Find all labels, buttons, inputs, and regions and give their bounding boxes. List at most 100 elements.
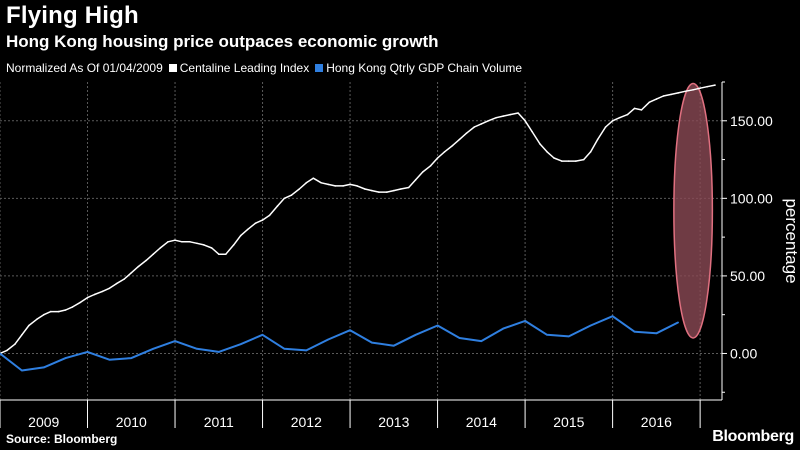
series-0-point-43 [312, 177, 315, 179]
chart-subtitle: Hong Kong housing price outpaces economi… [6, 32, 439, 51]
series-1-point-22 [480, 340, 483, 342]
series-0-point-21 [152, 253, 154, 255]
series-0-point-48 [349, 183, 351, 186]
series-0-point-66 [480, 123, 483, 125]
series-0-point-32 [232, 244, 235, 246]
series-0-point-33 [239, 234, 242, 237]
series-1-point-1 [21, 369, 23, 372]
series-0-point-55 [400, 188, 402, 190]
series-0-point-37 [268, 214, 271, 217]
series-1-point-11 [239, 343, 242, 346]
series-1-point-7 [152, 348, 154, 350]
series-0-point-73 [531, 130, 533, 133]
series-1-point-9 [196, 348, 198, 350]
series-0-point-23 [167, 241, 169, 243]
series-1-point-14 [305, 349, 308, 352]
series-0-point-2 [14, 343, 16, 346]
series-0-point-5 [36, 318, 38, 321]
series-1-point-19 [414, 334, 417, 336]
bloomberg-logo: Bloomberg [712, 428, 794, 445]
ytick-label-100: 100.00 [730, 190, 773, 206]
series-0-point-67 [487, 120, 490, 122]
series-0-point-44 [320, 182, 323, 184]
series-0-point-72 [524, 120, 526, 122]
series-0-point-18 [130, 272, 133, 274]
series-1-point-25 [546, 334, 548, 336]
series-1-point-17 [371, 341, 373, 344]
series-1-point-4 [86, 351, 89, 353]
series-0-point-92 [670, 93, 672, 96]
series-0-point-86 [626, 113, 629, 116]
series-1-point-6 [130, 357, 133, 359]
ytick-label-0: 0.00 [730, 345, 757, 361]
legend-label-centaline: Centaline Leading Index [179, 61, 310, 75]
series-0-point-19 [137, 265, 140, 268]
series-0-point-27 [196, 242, 198, 245]
series-0-point-84 [611, 120, 614, 122]
series-0-point-82 [596, 138, 599, 141]
series-0-point-59 [429, 165, 432, 167]
series-0-point-90 [655, 98, 658, 100]
series-0-point-68 [495, 116, 498, 119]
xtick-label-2012: 2012 [291, 414, 322, 430]
y-axis-label: percentage [782, 198, 800, 283]
xtick-label-2015: 2015 [553, 414, 584, 430]
series-0-point-94 [684, 90, 686, 93]
series-0-point-91 [662, 95, 665, 97]
series-0-point-30 [218, 253, 220, 255]
series-0-point-52 [378, 191, 380, 193]
series-line-0 [0, 84, 716, 355]
chart-title: Flying High [6, 2, 139, 29]
series-line-1 [0, 315, 679, 372]
series-0-point-65 [473, 126, 476, 128]
normalized-note: Normalized As Of 01/04/2009 [6, 61, 163, 75]
series-1-point-21 [458, 337, 461, 339]
series-0-point-13 [93, 293, 96, 296]
series-0-point-51 [371, 189, 373, 192]
series-0-point-88 [640, 109, 643, 111]
series-0-point-17 [123, 278, 126, 280]
series-1-point-5 [108, 358, 111, 361]
series-1-point-13 [283, 348, 286, 350]
series-1-point-0 [0, 352, 1, 355]
series-1-point-30 [655, 332, 658, 335]
series-0-point-53 [386, 191, 388, 193]
series-0-point-26 [189, 241, 191, 243]
series-0-point-81 [589, 151, 592, 153]
series-0-point-24 [174, 239, 176, 241]
series-1-point-31 [677, 321, 679, 324]
series-0-point-80 [582, 158, 585, 161]
xtick-label-2013: 2013 [378, 414, 409, 430]
series-0-point-77 [561, 160, 563, 162]
series-0-point-38 [276, 205, 279, 207]
series-0-point-54 [393, 189, 395, 192]
series-1-point-23 [502, 327, 505, 330]
series-1-point-27 [589, 324, 592, 327]
source-note: Source: Bloomberg [6, 432, 118, 446]
series-0-point-57 [414, 178, 417, 181]
series-0-point-79 [575, 160, 577, 162]
series-0-point-49 [356, 185, 358, 187]
legend: Normalized As Of 01/04/2009 Centaline Le… [6, 61, 522, 75]
series-0-point-78 [568, 160, 570, 162]
series-0-point-6 [43, 313, 45, 316]
series-0-point-1 [6, 349, 8, 352]
series-1-point-12 [261, 334, 264, 336]
xtick-label-2011: 2011 [204, 414, 234, 430]
series-0-point-46 [334, 185, 337, 187]
series-0-point-34 [246, 228, 249, 231]
highlight-layer [673, 82, 714, 339]
series-0-point-56 [407, 186, 410, 189]
xtick-label-2016: 2016 [641, 414, 672, 430]
series-0-point-74 [539, 143, 541, 145]
series-0-point-25 [181, 241, 183, 243]
series-0-point-36 [261, 219, 264, 221]
series-0-point-71 [517, 112, 519, 114]
series-0-point-22 [159, 247, 161, 249]
legend-label-gdp: Hong Kong Qtrly GDP Chain Volume [326, 61, 523, 75]
series-0-point-50 [364, 188, 366, 190]
series-1-point-20 [436, 324, 439, 327]
series-1-point-8 [174, 340, 176, 342]
series-0-point-58 [421, 171, 424, 173]
series-0-point-76 [553, 157, 555, 159]
